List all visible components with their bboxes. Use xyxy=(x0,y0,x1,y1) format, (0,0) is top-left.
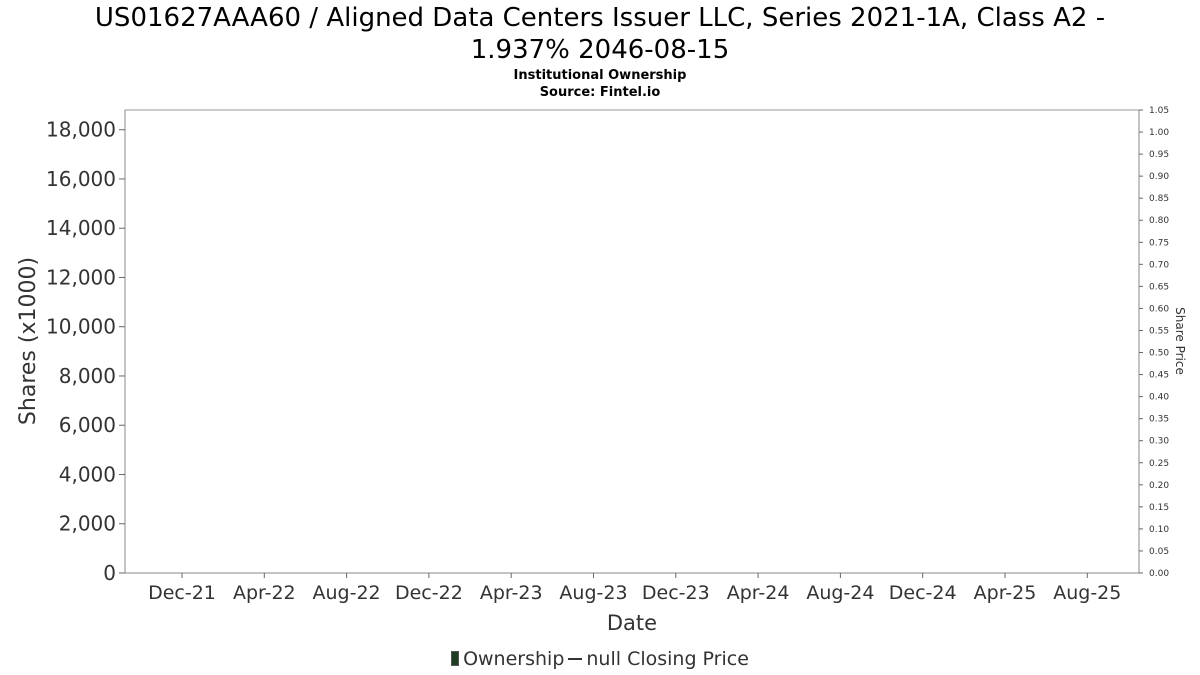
legend: Ownership null Closing Price xyxy=(0,648,1200,670)
y2-tick-label: 0.40 xyxy=(1149,393,1169,403)
x-tick-label: Aug-25 xyxy=(1053,582,1121,604)
x-axis-ticks: Dec-21 Apr-22 Aug-22 Dec-22 Apr-23 Aug-23 Dec-… xyxy=(148,573,1121,604)
y-tick-label: 10,000 xyxy=(46,315,116,339)
y2-axis-label: Share Price xyxy=(1173,307,1187,375)
chart-title-line1: US01627AAA60 / Aligned Data Centers Issu… xyxy=(94,3,1106,33)
x-tick-label: Aug-23 xyxy=(559,582,627,604)
y2-tick-label: 0.80 xyxy=(1149,216,1169,226)
price-line-icon xyxy=(568,658,583,660)
x-tick-label: Aug-24 xyxy=(806,582,874,604)
y2-tick-label: 0.70 xyxy=(1149,260,1169,270)
y2-tick-label: 0.75 xyxy=(1149,238,1169,248)
y2-tick-label: 0.50 xyxy=(1149,349,1169,359)
chart-title-line2: 1.937% 2046-08-15 xyxy=(470,35,730,65)
chart-subtitle: Institutional Ownership xyxy=(513,68,687,83)
y-tick-label: 8,000 xyxy=(59,364,116,388)
y2-tick-label: 0.15 xyxy=(1149,503,1169,513)
x-axis-label: Date xyxy=(607,611,657,635)
legend-ownership-label: Ownership xyxy=(463,648,565,670)
x-tick-label: Apr-22 xyxy=(233,582,296,604)
y2-tick-label: 0.30 xyxy=(1149,437,1169,447)
y-axis-label: Shares (x1000) xyxy=(16,257,41,425)
y2-tick-label: 0.90 xyxy=(1149,172,1169,182)
x-tick-label: Dec-22 xyxy=(395,582,463,604)
axes xyxy=(124,109,1140,574)
y2-tick-label: 0.20 xyxy=(1149,481,1169,491)
legend-price-label: null Closing Price xyxy=(586,648,749,670)
y-tick-label: 14,000 xyxy=(46,216,116,240)
x-tick-label: Dec-23 xyxy=(642,582,710,604)
x-tick-label: Apr-25 xyxy=(974,582,1037,604)
plot-frame xyxy=(124,109,1140,574)
y2-tick-label: 0.95 xyxy=(1149,150,1169,160)
y2-tick-label: 0.25 xyxy=(1149,459,1169,469)
x-tick-label: Aug-22 xyxy=(313,582,381,604)
y-tick-label: 2,000 xyxy=(59,512,116,536)
y2-tick-label: 0.60 xyxy=(1149,304,1169,314)
y2-tick-label: 0.35 xyxy=(1149,415,1169,425)
y2-tick-label: 1.05 xyxy=(1149,106,1169,116)
y2-tick-label: 0.45 xyxy=(1149,371,1169,381)
y2-tick-label: 0.00 xyxy=(1149,569,1169,579)
ownership-swatch-icon xyxy=(451,651,460,666)
y2-tick-label: 0.55 xyxy=(1149,326,1169,336)
y2-tick-label: 0.05 xyxy=(1149,547,1169,557)
x-tick-label: Dec-21 xyxy=(148,582,216,604)
y-tick-label: 4,000 xyxy=(59,462,116,486)
y-tick-label: 16,000 xyxy=(46,167,116,191)
y-tick-label: 12,000 xyxy=(46,265,116,289)
y-tick-label: 18,000 xyxy=(46,118,116,142)
y-tick-label: 6,000 xyxy=(59,413,116,437)
chart-source: Source: Fintel.io xyxy=(539,85,661,100)
x-tick-label: Apr-24 xyxy=(727,582,790,604)
x-tick-label: Dec-24 xyxy=(889,582,957,604)
y2-tick-label: 1.00 xyxy=(1149,128,1169,138)
y-axis-ticks: 0 2,000 4,000 6,000 8,000 10,000 12,000 14,000 1… xyxy=(46,118,125,585)
y2-tick-label: 0.10 xyxy=(1149,525,1169,535)
x-tick-label: Apr-23 xyxy=(480,582,543,604)
y2-tick-label: 0.65 xyxy=(1149,282,1169,292)
y2-tick-label: 0.85 xyxy=(1149,194,1169,204)
y2-axis-ticks: 0.00 0.05 0.10 0.15 0.20 0.25 0.30 0.35 0.40 0.45… xyxy=(1139,106,1169,579)
y-tick-label: 0 xyxy=(103,561,116,585)
